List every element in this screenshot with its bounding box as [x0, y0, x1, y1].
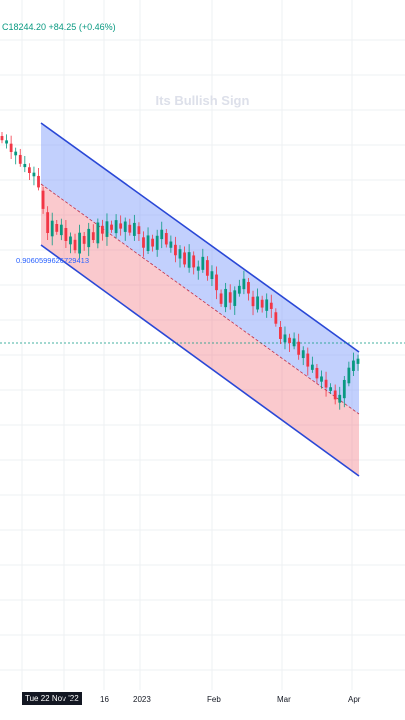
candle-body [114, 220, 118, 234]
candle-body [142, 237, 145, 248]
candle-body [123, 221, 127, 232]
candle-series [0, 132, 360, 410]
candle-body [164, 233, 168, 245]
candle-body [269, 302, 273, 309]
candle-body [187, 252, 191, 268]
candle-body [82, 236, 86, 244]
candle-body [169, 241, 173, 248]
candle-body [9, 143, 13, 152]
candle-body [174, 244, 177, 256]
candle-body [205, 260, 209, 276]
candle-body [320, 376, 323, 382]
candle-body [265, 299, 269, 311]
candle-body [352, 360, 355, 371]
candle-body [178, 249, 182, 259]
candle-body [237, 285, 241, 294]
fib-level-label: 0.9060599626729413 [16, 256, 89, 265]
candle-body [78, 232, 81, 254]
candle-body [306, 353, 310, 367]
candle-body [342, 379, 346, 399]
candle-body [132, 222, 136, 236]
candle-body [219, 293, 223, 304]
candle-body [292, 338, 296, 347]
candle-body [160, 229, 164, 240]
candle-body [228, 292, 232, 303]
x-tick-apr: Apr [348, 695, 361, 704]
candle-body [356, 358, 360, 364]
channel-upper-fill [41, 123, 359, 414]
candle-body [146, 235, 150, 252]
candle-body [37, 175, 40, 188]
candle-body [324, 379, 328, 388]
candle-body [73, 239, 77, 251]
candle-body [14, 151, 18, 156]
candle-body [242, 278, 246, 290]
candle-body [279, 326, 282, 339]
x-tick-2023: 2023 [133, 695, 151, 704]
x-tick-16: 16 [100, 695, 109, 704]
candle-body [196, 266, 200, 271]
candle-body [247, 282, 250, 294]
x-tick-feb: Feb [207, 695, 221, 704]
x-tick-mar: Mar [277, 695, 291, 704]
candle-body [96, 222, 100, 244]
candle-body [64, 228, 68, 242]
ohlc-readout: C18244.20 +84.25 (+0.46%) [2, 22, 116, 32]
candle-body [59, 224, 63, 236]
x-tick-cursor-date: Tue 22 Nov '22 [22, 692, 82, 705]
candle-body [310, 364, 314, 370]
candle-body [105, 221, 109, 237]
chart-watermark: Its Bullish Sign [155, 93, 250, 108]
channel-bottom-line [40, 244, 360, 477]
candle-body [119, 223, 123, 229]
candle-body [155, 235, 159, 250]
candle-body [137, 226, 141, 235]
candle-body [0, 136, 4, 141]
candle-body [23, 163, 27, 168]
candle-body [315, 367, 319, 379]
x-tick-dec: Dec [62, 695, 77, 704]
candle-body [5, 140, 8, 144]
candle-body [32, 172, 36, 177]
candle-body [151, 238, 155, 247]
candle-body [101, 225, 104, 234]
channel-lower-fill [41, 184, 359, 476]
candle-body [274, 312, 278, 324]
candle-body [338, 394, 342, 403]
candle-body [329, 387, 333, 391]
candle-body [224, 288, 228, 308]
candle-body [18, 154, 22, 164]
candle-body [256, 296, 259, 310]
candle-body [128, 224, 132, 233]
candle-body [260, 299, 264, 308]
channel-mid-dashed-line [40, 183, 360, 415]
candle-body [251, 296, 255, 307]
candle-body [69, 236, 72, 245]
candle-body [283, 334, 287, 343]
candle-body [46, 212, 50, 234]
candle-body [233, 290, 237, 306]
candle-body [347, 367, 351, 384]
candle-body [288, 337, 291, 343]
candle-body [87, 228, 91, 248]
candle-body [201, 256, 205, 270]
candle-body [297, 341, 301, 355]
candle-body [333, 390, 337, 400]
candle-body [110, 224, 113, 230]
candle-body [301, 350, 305, 359]
candle-body [210, 271, 214, 280]
candle-body [91, 232, 95, 241]
candle-body [192, 255, 196, 268]
candle-body [41, 190, 45, 209]
channel-top-line [40, 122, 360, 353]
candle-body [215, 274, 218, 291]
candle-body [183, 252, 186, 265]
candle-body [50, 220, 54, 237]
candle-body [27, 167, 31, 173]
candle-body [55, 224, 59, 232]
chart-grid [0, 0, 405, 690]
